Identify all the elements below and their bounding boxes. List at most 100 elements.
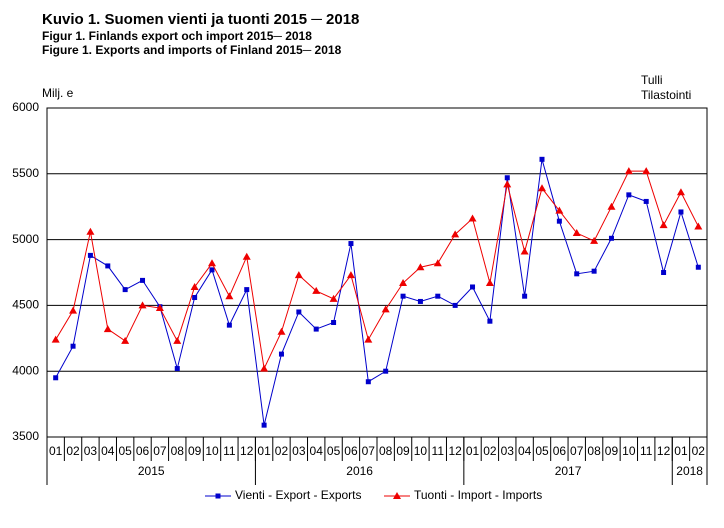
point: [226, 322, 232, 328]
point: [487, 318, 493, 324]
x-tick-label: 02: [483, 444, 497, 458]
point: [209, 267, 215, 273]
point: [433, 259, 442, 267]
point: [122, 287, 128, 293]
x-tick-label: 11: [432, 444, 445, 458]
point: [416, 263, 425, 271]
x-tick-label: 10: [622, 444, 636, 458]
x-tick-label: 08: [379, 444, 393, 458]
plot-border: [46, 107, 708, 438]
point: [661, 270, 667, 275]
x-tick-label: 03: [501, 444, 515, 458]
x-tick-label: 08: [171, 444, 185, 458]
point: [294, 271, 303, 279]
year-label: 2015: [138, 464, 165, 478]
point: [173, 336, 182, 344]
point: [538, 184, 546, 192]
point: [70, 343, 76, 349]
x-tick-label: 04: [101, 444, 115, 458]
x-tick-label: 09: [396, 444, 410, 458]
x-tick-label: 06: [344, 444, 358, 458]
point: [591, 268, 597, 274]
point: [260, 364, 269, 372]
point: [138, 301, 147, 309]
legend-label: Vienti - Export - Exports: [235, 488, 362, 502]
point: [678, 209, 684, 215]
point: [155, 304, 164, 312]
point: [485, 279, 494, 287]
x-tick-label: 07: [570, 444, 584, 458]
point: [103, 325, 112, 333]
point: [452, 302, 458, 308]
year-label: 2018: [676, 464, 703, 478]
point: [244, 287, 250, 293]
point: [242, 252, 251, 260]
point: [69, 306, 78, 314]
point: [400, 293, 406, 299]
point: [572, 229, 581, 237]
point: [346, 271, 355, 279]
year-label: 2017: [555, 464, 582, 478]
point: [642, 167, 651, 175]
point: [659, 221, 668, 229]
point: [381, 305, 390, 313]
x-tick-label: 10: [205, 444, 219, 458]
subtitle: Figure 1. Exports and imports of Finland…: [42, 43, 342, 57]
x-tick-label: 01: [49, 444, 63, 458]
x-tick-label: 11: [640, 444, 653, 458]
x-tick-label: 01: [674, 444, 688, 458]
x-tick-label: 02: [692, 444, 706, 458]
point: [278, 351, 284, 357]
point: [435, 293, 441, 299]
x-tick-label: 05: [118, 444, 132, 458]
point: [608, 235, 614, 241]
point: [331, 320, 337, 326]
legend-marker: [393, 492, 401, 499]
point: [539, 156, 545, 162]
x-tick-label: 04: [310, 444, 324, 458]
x-tick-label: 03: [84, 444, 98, 458]
x-tick-label: 02: [275, 444, 289, 458]
x-tick-label: 03: [292, 444, 306, 458]
point: [225, 292, 234, 300]
point: [53, 375, 59, 381]
x-tick-label: 05: [535, 444, 549, 458]
x-tick-label: 04: [518, 444, 532, 458]
x-tick-label: 09: [188, 444, 202, 458]
x-tick-label: 10: [414, 444, 428, 458]
point: [277, 327, 286, 335]
point: [694, 222, 703, 230]
point: [555, 206, 564, 214]
point: [140, 277, 146, 283]
point: [121, 336, 130, 344]
x-tick-label: 07: [153, 444, 167, 458]
point: [520, 247, 529, 255]
point: [468, 214, 477, 222]
x-tick-label: 11: [223, 444, 236, 458]
x-tick-label: 09: [605, 444, 619, 458]
x-tick-label: 06: [136, 444, 150, 458]
point: [643, 198, 649, 204]
point: [190, 282, 199, 290]
chart-title: Kuvio 1. Suomen vienti ja tuonti 2015 ─ …: [42, 11, 359, 28]
series-line: [55, 170, 699, 371]
point: [383, 368, 389, 374]
point: [504, 175, 510, 181]
point: [624, 167, 633, 175]
source: Tilastointi: [641, 88, 691, 102]
x-tick-label: 08: [587, 444, 601, 458]
x-tick-label: 06: [553, 444, 567, 458]
point: [174, 366, 180, 372]
x-tick-label: 01: [257, 444, 271, 458]
legend-label: Tuonti - Import - Imports: [414, 488, 542, 502]
x-tick-label: 12: [240, 444, 254, 458]
point: [261, 422, 267, 428]
point: [574, 271, 580, 277]
subtitle: Figur 1. Finlands export och import 2015…: [42, 29, 312, 43]
x-tick-label: 12: [448, 444, 462, 458]
x-tick-label: 02: [66, 444, 80, 458]
y-tick-label: 5500: [12, 166, 39, 180]
point: [51, 335, 60, 343]
x-tick-label: 07: [362, 444, 376, 458]
point: [417, 298, 423, 304]
